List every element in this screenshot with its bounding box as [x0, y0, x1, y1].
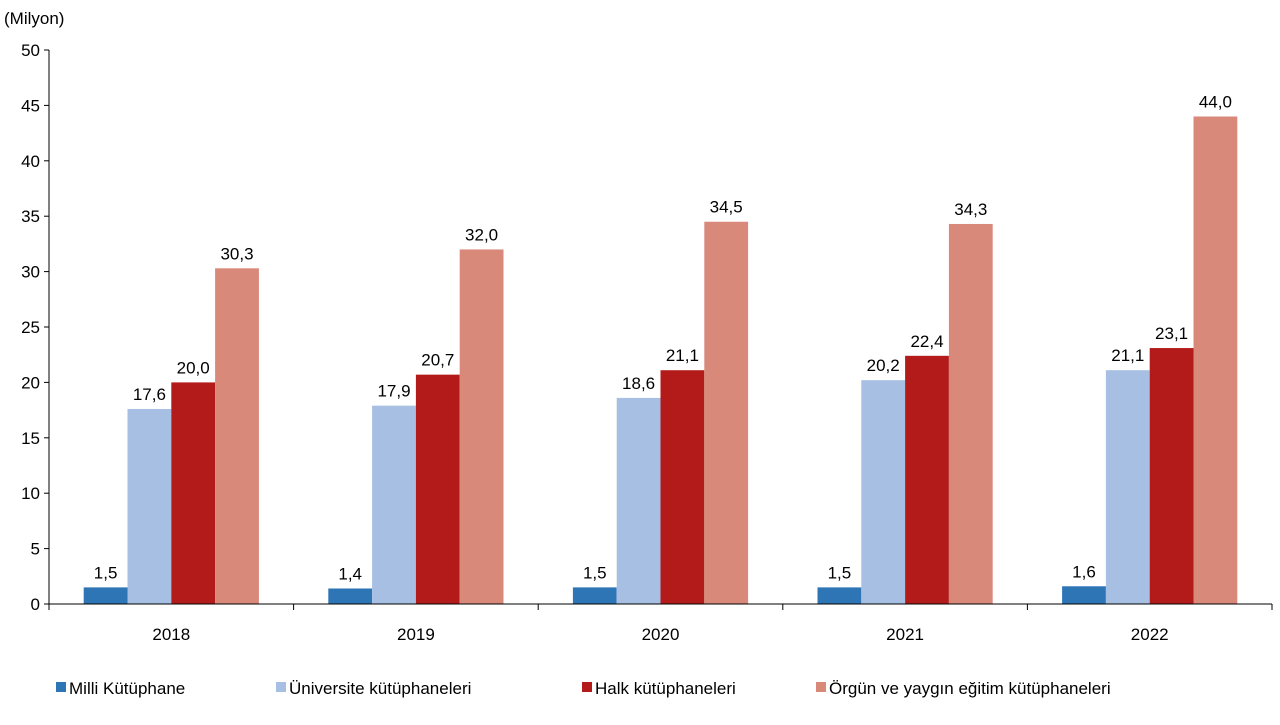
bar [215, 268, 259, 604]
y-tick-label: 5 [31, 540, 40, 559]
y-tick-label: 30 [21, 263, 40, 282]
x-tick-label: 2019 [397, 625, 435, 644]
bar [572, 587, 617, 604]
legend-swatch [816, 682, 826, 692]
bar [1193, 116, 1238, 604]
data-label: 17,6 [133, 385, 166, 404]
y-axis-unit-label: (Milyon) [4, 9, 64, 28]
bar [704, 221, 749, 605]
legend-label: Üniversite kütüphaneleri [289, 679, 471, 698]
bar [660, 370, 705, 604]
bar [372, 405, 416, 604]
bar [1149, 348, 1194, 604]
data-label: 34,5 [710, 198, 743, 217]
data-label: 18,6 [622, 374, 655, 393]
legend-label: Milli Kütüphane [69, 679, 185, 698]
bar [459, 249, 504, 604]
bar [616, 397, 661, 604]
data-label: 20,7 [421, 351, 454, 370]
data-label: 30,3 [220, 244, 253, 263]
y-tick-label: 20 [21, 373, 40, 392]
x-axis: 2018 2019 2020 2021 2022 [44, 603, 1273, 644]
bars: 1,5 1,4 1,5 1,5 1,6 17,6 17,9 18,6 20,2 21,1 20,0 2… [83, 92, 1238, 605]
legend: Milli Kütüphane Üniversite kütüphaneleri H… [56, 679, 1111, 698]
legend-swatch [582, 682, 592, 692]
legend-label: Örgün ve yaygın eğitim kütüphaneleri [829, 679, 1111, 698]
bar [948, 223, 993, 604]
y-tick-label: 15 [21, 429, 40, 448]
bar [83, 587, 128, 604]
data-label: 17,9 [377, 382, 410, 401]
y-tick-label: 35 [21, 207, 40, 226]
data-label: 32,0 [465, 225, 498, 244]
data-label: 1,5 [94, 563, 118, 582]
bar [817, 587, 862, 604]
data-label: 44,0 [1199, 92, 1232, 111]
y-tick-label: 50 [21, 41, 40, 60]
bar [861, 380, 906, 604]
x-tick-label: 2021 [886, 625, 924, 644]
bar [328, 588, 373, 604]
y-tick-label: 25 [21, 318, 40, 337]
bar [415, 374, 460, 604]
y-tick-label: 0 [31, 595, 40, 614]
x-tick-label: 2020 [642, 625, 680, 644]
data-label: 1,6 [1072, 562, 1096, 581]
legend-swatch [276, 682, 286, 692]
data-label: 1,5 [583, 563, 607, 582]
data-label: 23,1 [1155, 324, 1188, 343]
data-label: 1,5 [828, 563, 852, 582]
y-axis: 0 5 10 15 20 25 30 35 40 45 50 [21, 41, 50, 614]
y-tick-label: 40 [21, 152, 40, 171]
bar [127, 408, 172, 604]
legend-swatch [56, 682, 66, 692]
data-label: 20,0 [177, 358, 210, 377]
data-label: 1,4 [338, 564, 362, 583]
bar [171, 382, 216, 604]
bar [905, 355, 949, 604]
data-label: 21,1 [1111, 346, 1144, 365]
legend-label: Halk kütüphaneleri [595, 679, 736, 698]
x-tick-label: 2022 [1131, 625, 1169, 644]
data-label: 21,1 [666, 346, 699, 365]
data-label: 34,3 [954, 200, 987, 219]
x-tick-label: 2018 [152, 625, 190, 644]
data-label: 22,4 [910, 332, 943, 351]
data-label: 20,2 [867, 356, 900, 375]
y-tick-label: 10 [21, 484, 40, 503]
y-tick-label: 45 [21, 96, 40, 115]
bar [1105, 370, 1150, 604]
bar [1062, 586, 1106, 604]
